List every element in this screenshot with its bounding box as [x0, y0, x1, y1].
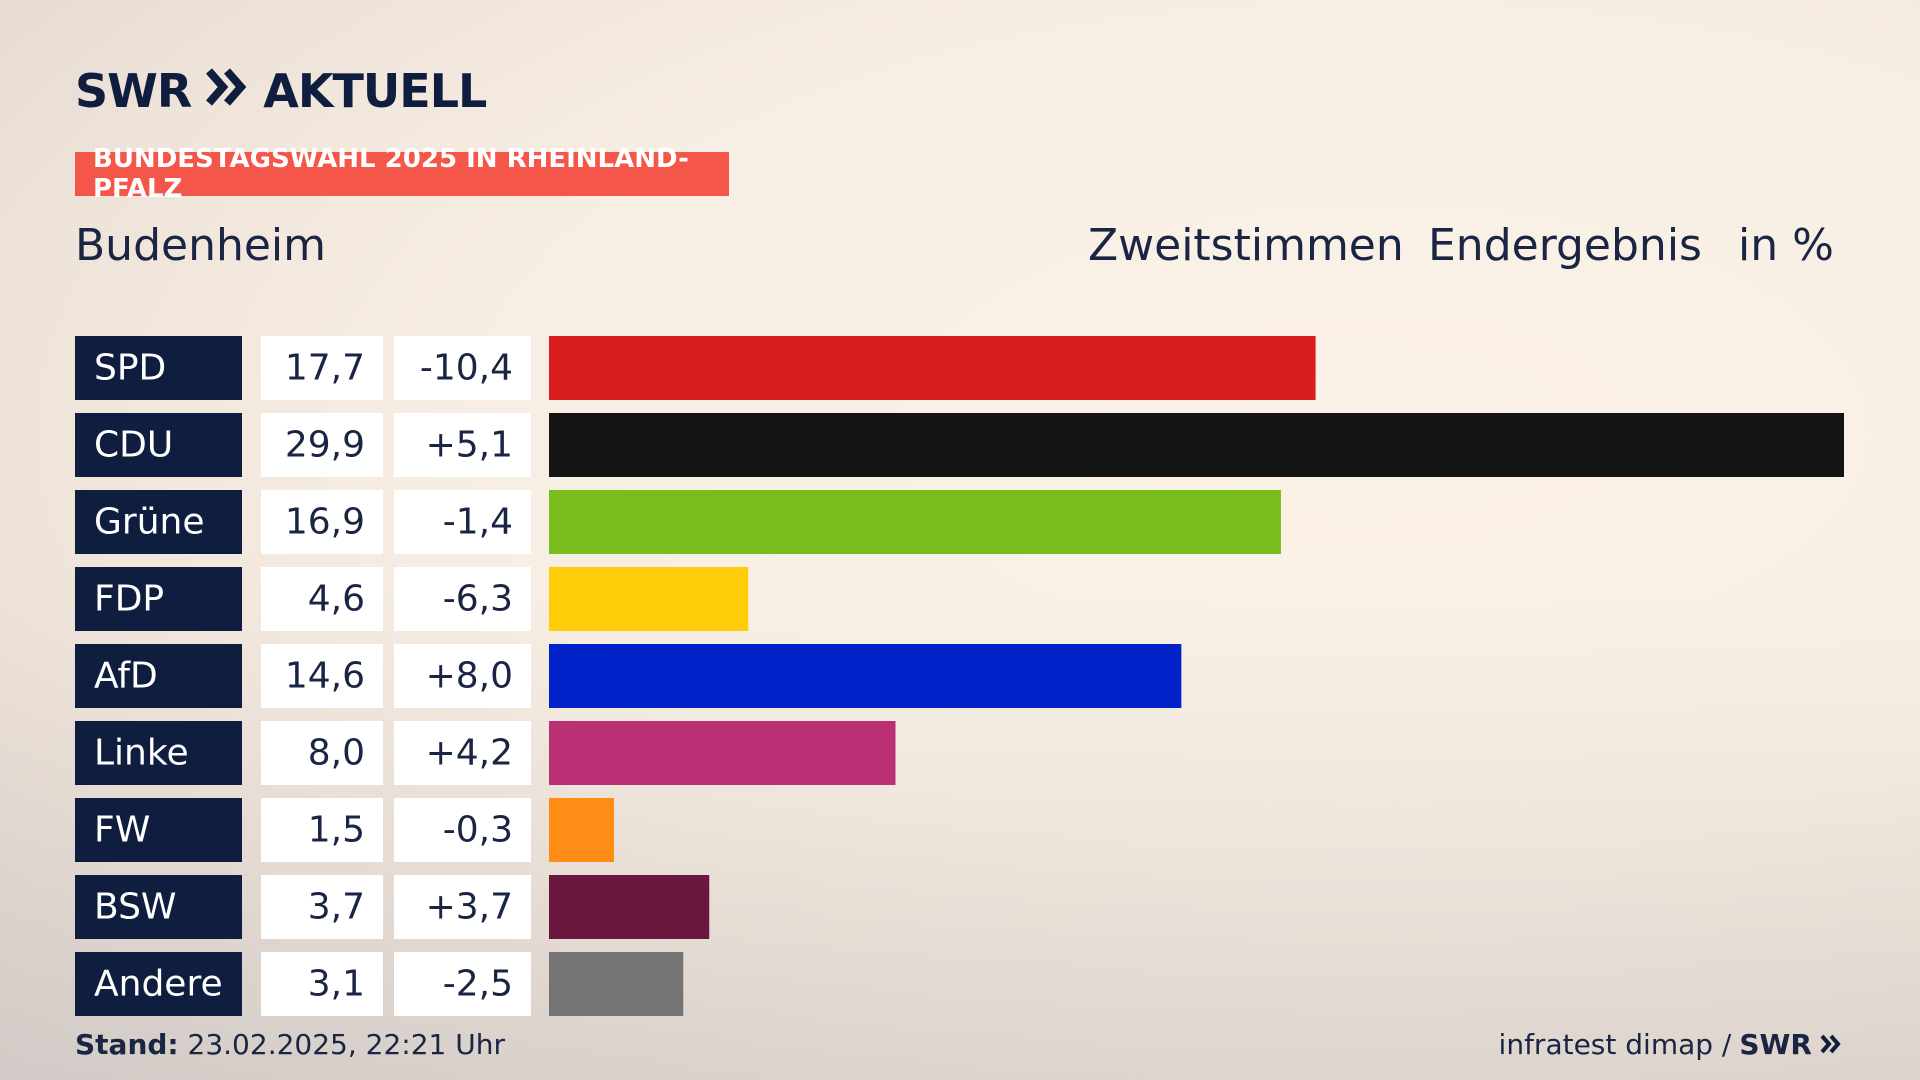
- party-label-box: [75, 567, 242, 631]
- double-chevron-icon: [205, 64, 249, 118]
- change-box: [394, 798, 531, 862]
- bar-afd: [549, 644, 1182, 708]
- change-box: [394, 721, 531, 785]
- small-chevron-icon: [1820, 1028, 1842, 1061]
- change-label: +8,0: [426, 656, 513, 697]
- value-box: [261, 952, 383, 1016]
- vote-type-label: Zweitstimmen: [1088, 220, 1404, 271]
- stand-label: Stand:: [75, 1028, 179, 1061]
- change-box: [394, 490, 531, 554]
- party-label-box: [75, 336, 242, 400]
- change-box: [394, 875, 531, 939]
- party-label: FW: [94, 810, 150, 851]
- value-label: 16,9: [285, 502, 365, 543]
- change-label: -2,5: [443, 964, 513, 1005]
- party-label-box: [75, 952, 242, 1016]
- value-label: 3,7: [308, 887, 365, 928]
- bar-bsw: [549, 875, 710, 939]
- bar-linke: [549, 721, 896, 785]
- party-label: Andere: [94, 964, 223, 1005]
- party-label-box: [75, 413, 242, 477]
- value-box: [261, 336, 383, 400]
- value-label: 4,6: [308, 579, 365, 620]
- logo-suffix: AKTUELL: [263, 64, 487, 118]
- value-box: [261, 413, 383, 477]
- party-label: SPD: [94, 348, 166, 389]
- value-box: [261, 644, 383, 708]
- party-label: BSW: [94, 887, 177, 928]
- stand-value: 23.02.2025, 22:21 Uhr: [187, 1028, 505, 1061]
- party-label-box: [75, 490, 242, 554]
- change-box: [394, 567, 531, 631]
- party-label: Grüne: [94, 502, 204, 543]
- change-label: +4,2: [426, 733, 513, 774]
- change-box: [394, 952, 531, 1016]
- change-label: +5,1: [426, 425, 513, 466]
- region-title: Budenheim: [75, 220, 327, 271]
- change-box: [394, 413, 531, 477]
- source-text: infratest dimap /: [1498, 1028, 1732, 1061]
- party-label: FDP: [94, 579, 164, 620]
- value-box: [261, 798, 383, 862]
- value-label: 29,9: [285, 425, 365, 466]
- change-label: -1,4: [443, 502, 513, 543]
- bar-cdu: [549, 413, 1844, 477]
- bar-fw: [549, 798, 614, 862]
- value-box: [261, 490, 383, 554]
- source-logo: SWR: [1739, 1028, 1812, 1061]
- change-label: +3,7: [426, 887, 513, 928]
- bar-spd: [549, 336, 1316, 400]
- value-box: [261, 567, 383, 631]
- election-banner: BUNDESTAGSWAHL 2025 IN RHEINLAND-PFALZ: [75, 144, 729, 204]
- party-label: CDU: [94, 425, 173, 466]
- party-label-box: [75, 798, 242, 862]
- party-label: AfD: [94, 656, 158, 697]
- logo-text: SWR: [75, 64, 192, 118]
- change-box: [394, 336, 531, 400]
- change-label: -10,4: [420, 348, 513, 389]
- value-box: [261, 875, 383, 939]
- source-credit: infratest dimap / SWR: [1499, 1028, 1842, 1061]
- value-label: 14,6: [285, 656, 365, 697]
- change-label: -0,3: [443, 810, 513, 851]
- party-label-box: [75, 644, 242, 708]
- value-label: 3,1: [308, 964, 365, 1005]
- bar-fdp: [549, 567, 749, 631]
- value-label: 17,7: [285, 348, 365, 389]
- value-label: 8,0: [308, 733, 365, 774]
- party-label-box: [75, 721, 242, 785]
- party-label: Linke: [94, 733, 189, 774]
- value-label: 1,5: [308, 810, 365, 851]
- result-type-label: Endergebnis: [1428, 220, 1702, 271]
- change-label: -6,3: [443, 579, 513, 620]
- unit-label: in %: [1738, 220, 1834, 271]
- party-label-box: [75, 875, 242, 939]
- value-box: [261, 721, 383, 785]
- timestamp: Stand: 23.02.2025, 22:21 Uhr: [75, 1028, 505, 1061]
- change-box: [394, 644, 531, 708]
- bar-andere: [549, 952, 684, 1016]
- swr-aktuell-logo: SWR AKTUELL: [75, 64, 487, 118]
- bar-grüne: [549, 490, 1281, 554]
